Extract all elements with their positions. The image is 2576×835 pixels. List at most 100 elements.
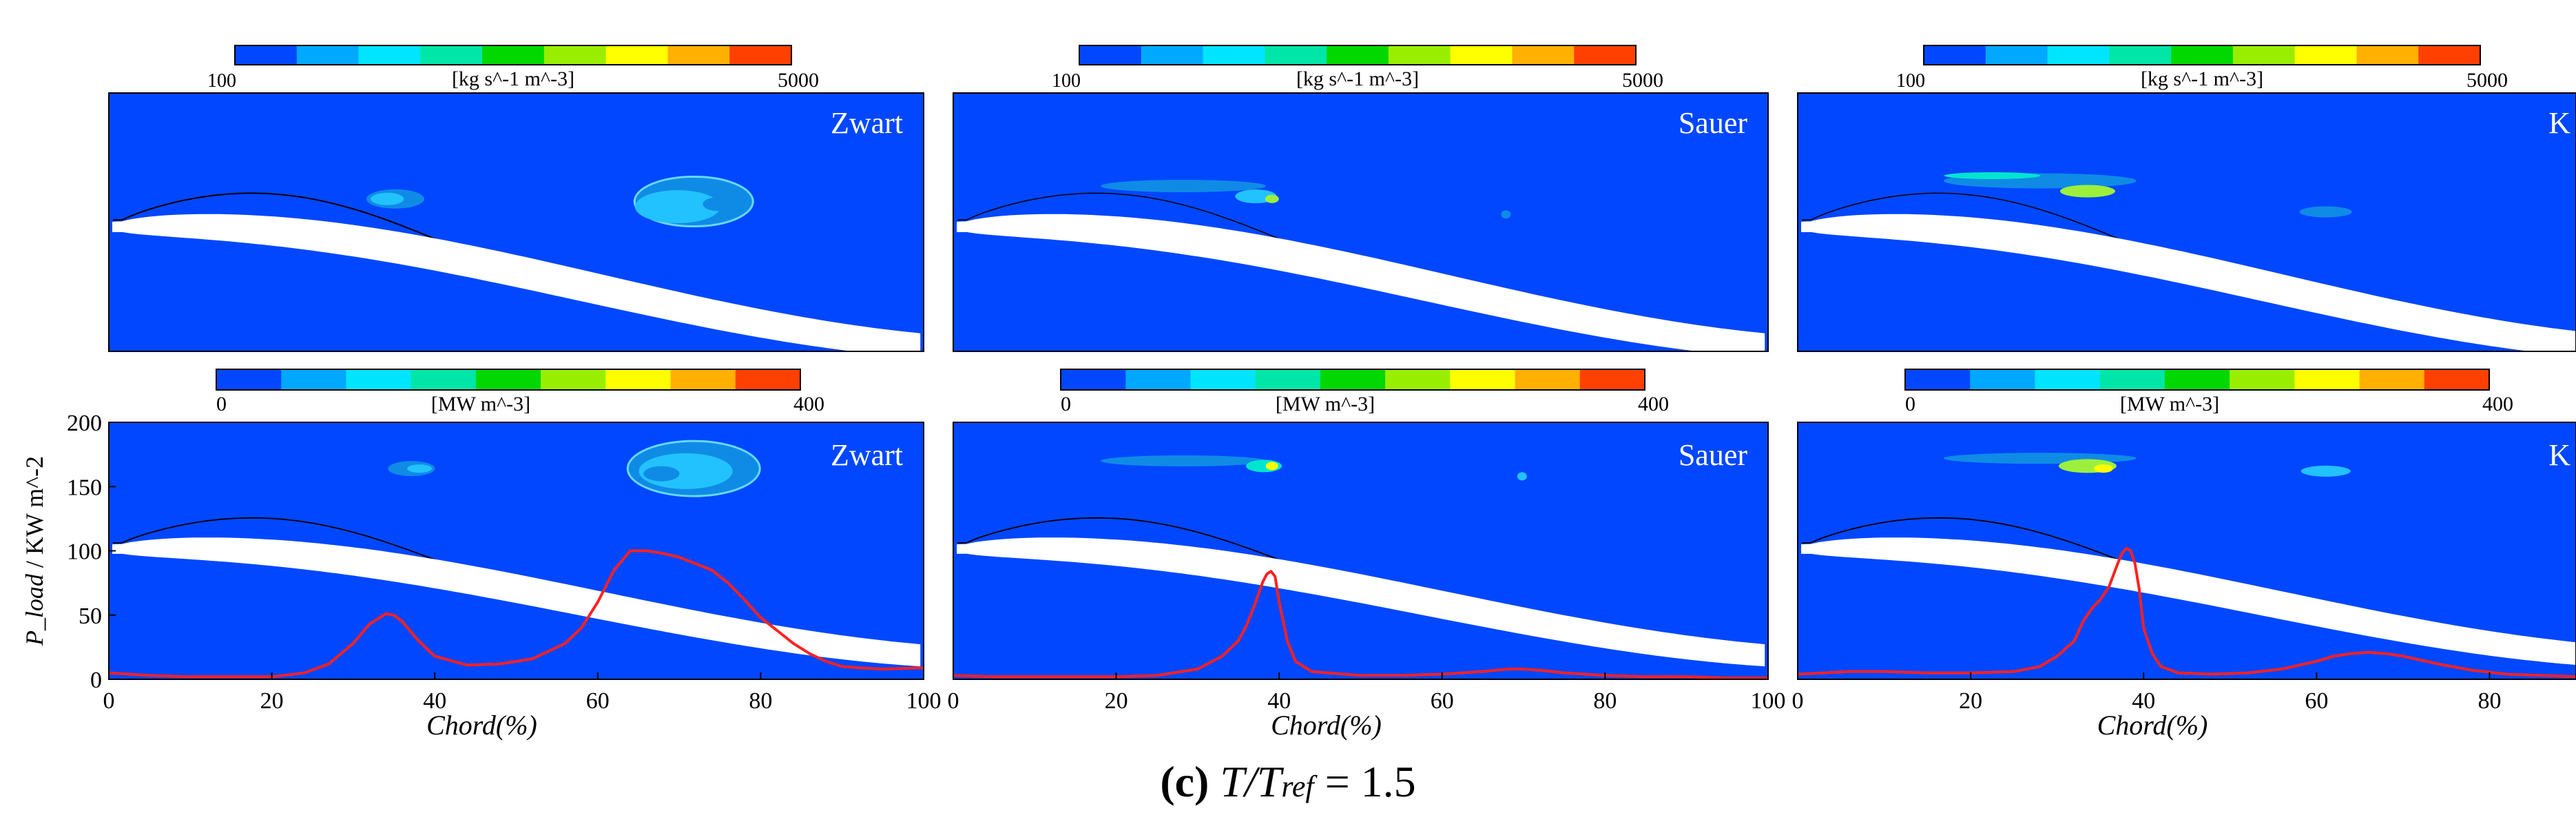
airfoil xyxy=(1801,537,2576,666)
colorbar-frame xyxy=(1079,45,1637,65)
airfoil xyxy=(957,537,1765,667)
figure-caption: (c) T/Tref = 1.5 xyxy=(0,756,2576,807)
colorbar-unit-label: [MW m^-3] xyxy=(1276,393,1375,415)
colorbar-swatch xyxy=(1970,369,2035,390)
x-axis-label: Chord(%) xyxy=(2097,710,2208,741)
colorbar-min-label: 100 xyxy=(1052,70,1081,92)
cavity-outline xyxy=(1801,517,2120,561)
colorbar-unit-label: [kg s^-1 m^-3] xyxy=(1296,68,1419,90)
colorbar-frame xyxy=(1904,369,2490,391)
plot-frame xyxy=(953,92,1769,352)
plot-frame xyxy=(1797,92,2576,352)
model-label: Zwart xyxy=(831,106,903,140)
colorbar-swatch xyxy=(1512,45,1575,65)
colorbar-swatch xyxy=(235,45,298,65)
colorbar-swatch xyxy=(605,45,668,65)
contour-plot-top-1 xyxy=(109,93,924,351)
top-panel-1: 100 [kg s^-1 m^-3] 5000 Zwart xyxy=(108,45,924,352)
colorbar-swatch xyxy=(1450,369,1516,390)
contour-island xyxy=(2093,464,2113,473)
colorbar-swatch xyxy=(729,45,792,65)
x-tick-label: 40 xyxy=(423,688,446,714)
contour-plot-bottom-2 xyxy=(953,422,1768,679)
cavity-outline xyxy=(957,517,1280,561)
contour-island xyxy=(643,466,680,482)
colorbar-swatch xyxy=(2099,369,2165,390)
colorbar-swatch xyxy=(1579,369,1645,390)
colorbar-top-1: 100 [kg s^-1 m^-3] 5000 xyxy=(207,45,819,92)
x-tick-label: 20 xyxy=(260,688,284,714)
colorbar-frame xyxy=(216,369,801,391)
colorbar-bottom-3: 0 [MW m^-3] 400 xyxy=(1904,369,2513,415)
colorbar-swatch xyxy=(2232,45,2296,65)
colorbar-swatch xyxy=(420,45,483,65)
model-label: Zwart xyxy=(831,438,903,472)
airfoil xyxy=(957,214,1765,351)
x-tick-label: 40 xyxy=(1267,688,1291,714)
colorbar-swatch xyxy=(216,369,282,390)
x-tick-label: 0 xyxy=(1792,688,1804,714)
colorbar-swatch xyxy=(1079,45,1142,65)
colorbar-swatch xyxy=(1385,369,1451,390)
colorbar-min-label: 0 xyxy=(1905,393,1915,415)
y-tick-label: 50 xyxy=(79,604,102,629)
cavity-outline xyxy=(1801,192,2120,240)
colorbar-frame xyxy=(234,45,792,65)
contour-plot-top-2 xyxy=(953,93,1768,351)
contour-island xyxy=(1100,455,1266,466)
colorbar-swatch xyxy=(605,369,672,390)
colorbar-swatch xyxy=(2171,45,2234,65)
colorbar-swatch xyxy=(281,369,346,390)
colorbar-swatch xyxy=(1450,45,1513,65)
colorbar-unit-label: [MW m^-3] xyxy=(2120,393,2219,415)
x-tick-label: 80 xyxy=(1593,688,1617,714)
colorbar-min-label: 100 xyxy=(207,70,236,92)
colorbar-swatch xyxy=(1125,369,1191,390)
colorbar-top-3: 100 [kg s^-1 m^-3] 5000 xyxy=(1896,45,2508,92)
colorbar-swatch xyxy=(670,369,736,390)
colorbar-swatch xyxy=(2294,45,2357,65)
colorbar-swatch xyxy=(1061,369,1126,390)
bottom-panel-1: 0 [MW m^-3] 400 Zwart 0 20 40 60 80 100 Chord(%) 0 5… xyxy=(21,369,942,741)
colorbar-swatch xyxy=(1203,45,1265,65)
colorbar-min-label: 0 xyxy=(1061,393,1071,415)
colorbar-swatch xyxy=(1924,45,1986,65)
colorbar-swatch xyxy=(2424,369,2490,390)
cavity-outline xyxy=(112,517,436,561)
x-tick-label: 0 xyxy=(103,688,115,714)
airfoil xyxy=(112,214,921,351)
colorbar-swatch xyxy=(2164,369,2230,390)
x-tick-label: 20 xyxy=(1105,688,1128,714)
pload-series-line xyxy=(109,549,924,679)
colorbar-swatch xyxy=(2418,45,2481,65)
plot-frame xyxy=(953,422,1769,680)
y-tick-label: 150 xyxy=(67,475,102,500)
colorbar-swatch xyxy=(1515,369,1581,390)
colorbar-frame xyxy=(1060,369,1645,391)
colorbar-swatch xyxy=(1905,369,1971,390)
colorbar-swatch xyxy=(2359,369,2425,390)
contour-island xyxy=(1517,472,1527,481)
plot-frame xyxy=(1797,422,2576,680)
y-tick-label: 0 xyxy=(90,668,102,693)
model-label: Sauer xyxy=(1679,106,1748,140)
colorbar-swatch xyxy=(2356,45,2419,65)
colorbar-swatch xyxy=(1265,45,1327,65)
colorbar-swatch xyxy=(346,369,412,390)
airfoil xyxy=(1801,214,2576,351)
colorbar-swatch xyxy=(475,369,541,390)
contour-island xyxy=(634,190,720,223)
colorbar-unit-label: [MW m^-3] xyxy=(431,393,530,415)
caption-formula-rest: = 1.5 xyxy=(1313,757,1416,806)
x-tick-label: 60 xyxy=(1431,688,1454,714)
airfoil xyxy=(112,537,921,667)
model-label: Sauer xyxy=(1679,438,1748,472)
colorbar-swatch xyxy=(2230,369,2295,390)
bottom-panel-3: 0 [MW m^-3] 400 K 0 20 40 60 80 Chord(%) xyxy=(1792,369,2576,741)
x-tick-label: 60 xyxy=(2305,688,2328,714)
x-tick-label: 100 xyxy=(1751,688,1786,714)
colorbar-swatch xyxy=(1320,369,1386,390)
x-axis-label: Chord(%) xyxy=(426,710,537,741)
colorbar-max-label: 400 xyxy=(793,393,824,415)
